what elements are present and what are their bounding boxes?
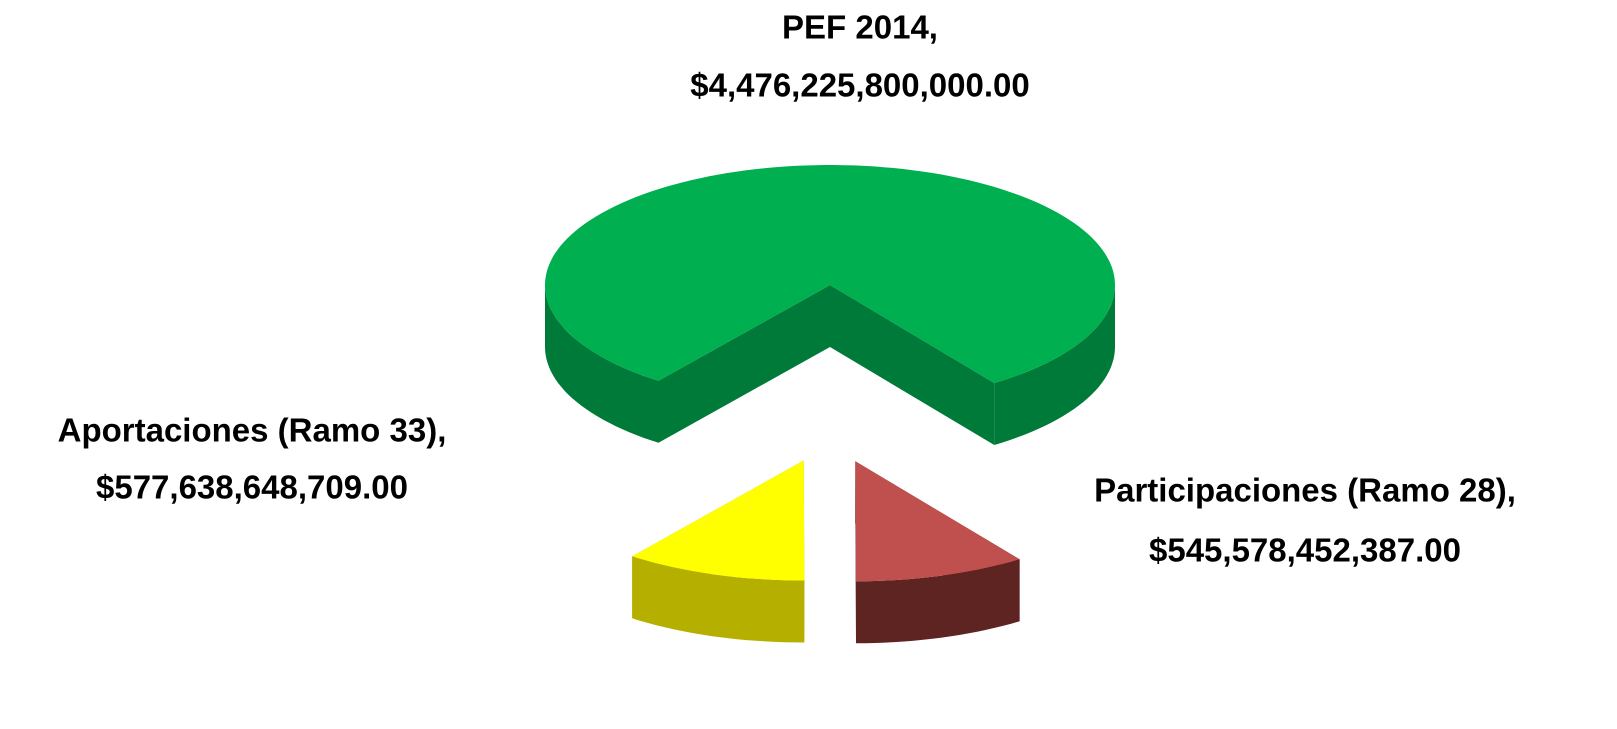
slice-label: Participaciones (Ramo 28), xyxy=(1094,472,1516,509)
slice xyxy=(545,165,1115,383)
slice-wall xyxy=(658,285,830,443)
slice-wall xyxy=(830,285,995,445)
slice-wall xyxy=(855,461,856,644)
value-label: $545,578,452,387.00 xyxy=(1149,532,1461,569)
slice xyxy=(632,460,805,581)
slice xyxy=(855,461,1020,582)
slice-side xyxy=(994,285,1115,445)
pie xyxy=(545,165,1115,644)
slice-label: PEF 2014, xyxy=(782,9,938,46)
slice-side xyxy=(856,559,1020,644)
slice-label: Aportaciones (Ramo 33), xyxy=(58,412,447,449)
slice-side xyxy=(545,285,659,443)
value-label: $4,476,225,800,000.00 xyxy=(690,67,1030,104)
slice-side xyxy=(632,556,805,643)
value-label: $577,638,648,709.00 xyxy=(96,469,408,506)
